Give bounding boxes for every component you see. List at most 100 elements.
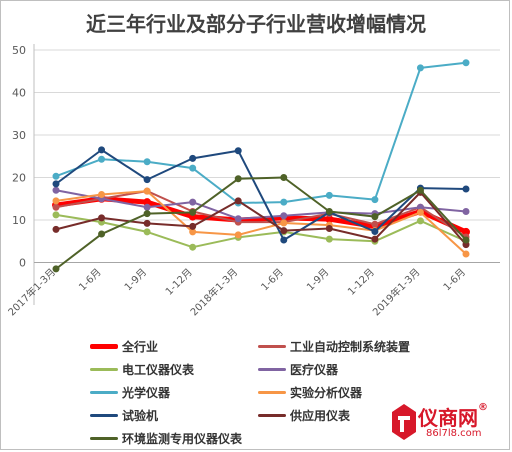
legend-label: 供应用仪表	[290, 408, 351, 423]
data-point	[234, 231, 242, 239]
data-point	[371, 235, 379, 243]
legend-item: 光学仪器	[90, 384, 170, 400]
data-point	[143, 158, 151, 166]
legend-label: 实验分析仪器	[290, 385, 363, 400]
data-point	[416, 208, 424, 216]
series-line-6	[55, 148, 467, 241]
data-point	[462, 236, 470, 244]
x-tick-label: 2017年1-3月	[5, 265, 58, 318]
data-point	[325, 208, 333, 215]
data-point	[234, 175, 242, 183]
legend-label: 工业自动控制系统装置	[290, 339, 411, 354]
watermark: 仪商网® 86l7l8.com	[390, 398, 500, 446]
data-point	[189, 208, 197, 216]
data-point	[325, 225, 333, 232]
data-point	[280, 174, 288, 181]
legend-label: 电工仪器仪表	[122, 362, 195, 377]
data-point	[52, 172, 60, 180]
x-tick-label: 1-12月	[345, 266, 377, 298]
data-point	[462, 59, 470, 67]
series-line-0	[53, 196, 469, 235]
data-point	[143, 228, 151, 236]
data-point	[234, 147, 242, 155]
x-tick-label: 1-6月	[259, 266, 286, 293]
legend-item: 环境监测专用仪器仪表	[90, 430, 242, 446]
data-point	[98, 155, 106, 163]
data-point	[189, 164, 197, 172]
data-point	[416, 217, 424, 225]
data-point	[52, 211, 60, 219]
series-line-2	[55, 213, 467, 249]
x-tick-label: 1-12月	[163, 266, 195, 298]
legend-swatch	[90, 413, 118, 417]
legend-swatch	[258, 367, 286, 371]
x-tick-label: 1-9月	[122, 266, 149, 293]
data-point	[52, 186, 60, 194]
legend-label: 环境监测专用仪器仪表	[122, 431, 243, 446]
data-point	[462, 208, 470, 215]
legend-label: 光学仪器	[122, 385, 171, 400]
data-point	[52, 265, 60, 273]
legend-item: 全行业	[90, 338, 158, 354]
data-point	[98, 146, 106, 154]
x-tick-label: 2018年1-3月	[187, 265, 240, 318]
legend-swatch	[90, 436, 118, 440]
data-point	[234, 215, 242, 223]
y-tick-label: 20	[12, 172, 26, 185]
legend-item: 电工仪器仪表	[90, 361, 194, 377]
data-point	[280, 212, 288, 220]
legend-swatch	[258, 390, 286, 394]
series-line-8	[55, 176, 467, 270]
y-tick-label: 40	[12, 87, 26, 100]
x-tick-label: 1-6月	[441, 266, 468, 293]
data-point	[280, 236, 288, 244]
legend-label: 试验机	[122, 408, 159, 423]
data-point	[143, 176, 151, 184]
data-point	[52, 180, 60, 188]
data-point	[234, 197, 242, 205]
data-point	[143, 219, 151, 227]
watermark-url: 86l7l8.com	[426, 428, 482, 439]
data-point	[371, 196, 379, 204]
watermark-logo-icon	[392, 404, 416, 440]
data-point	[325, 235, 333, 243]
legend-label: 医疗仪器	[290, 362, 339, 377]
watermark-text: 仪商网®	[418, 402, 488, 430]
y-tick-label: 10	[12, 214, 26, 227]
series-line-5	[55, 190, 467, 255]
legend-swatch	[90, 367, 118, 371]
legend-item: 实验分析仪器	[258, 384, 362, 400]
data-point	[280, 227, 288, 235]
y-tick-label: 0	[19, 257, 26, 270]
x-tick-label: 2019年1-3月	[370, 265, 423, 318]
data-point	[371, 220, 379, 228]
data-point	[52, 203, 60, 211]
data-point	[98, 214, 106, 222]
legend-item: 试验机	[90, 407, 158, 423]
data-point	[325, 191, 333, 199]
chart-title: 近三年行业及部分子行业营收增幅情况	[86, 12, 426, 36]
legend-swatch	[90, 390, 118, 394]
data-point	[416, 64, 424, 72]
data-point	[189, 222, 197, 230]
data-point	[143, 203, 151, 211]
data-point	[143, 187, 151, 195]
data-point	[280, 198, 288, 206]
legend-swatch	[258, 344, 286, 348]
data-point	[52, 225, 60, 233]
data-point	[371, 227, 379, 235]
legend-item: 供应用仪表	[258, 407, 350, 423]
x-tick-label: 1-6月	[77, 266, 104, 293]
x-tick-label: 1-9月	[304, 266, 331, 293]
data-point	[189, 154, 197, 162]
legend-item: 工业自动控制系统装置	[258, 338, 410, 354]
series-line-7	[55, 191, 467, 246]
data-point	[462, 250, 470, 258]
legend-swatch	[258, 413, 286, 417]
data-point	[98, 191, 106, 198]
data-point	[280, 219, 288, 227]
data-point	[416, 186, 424, 194]
data-point	[189, 198, 197, 206]
